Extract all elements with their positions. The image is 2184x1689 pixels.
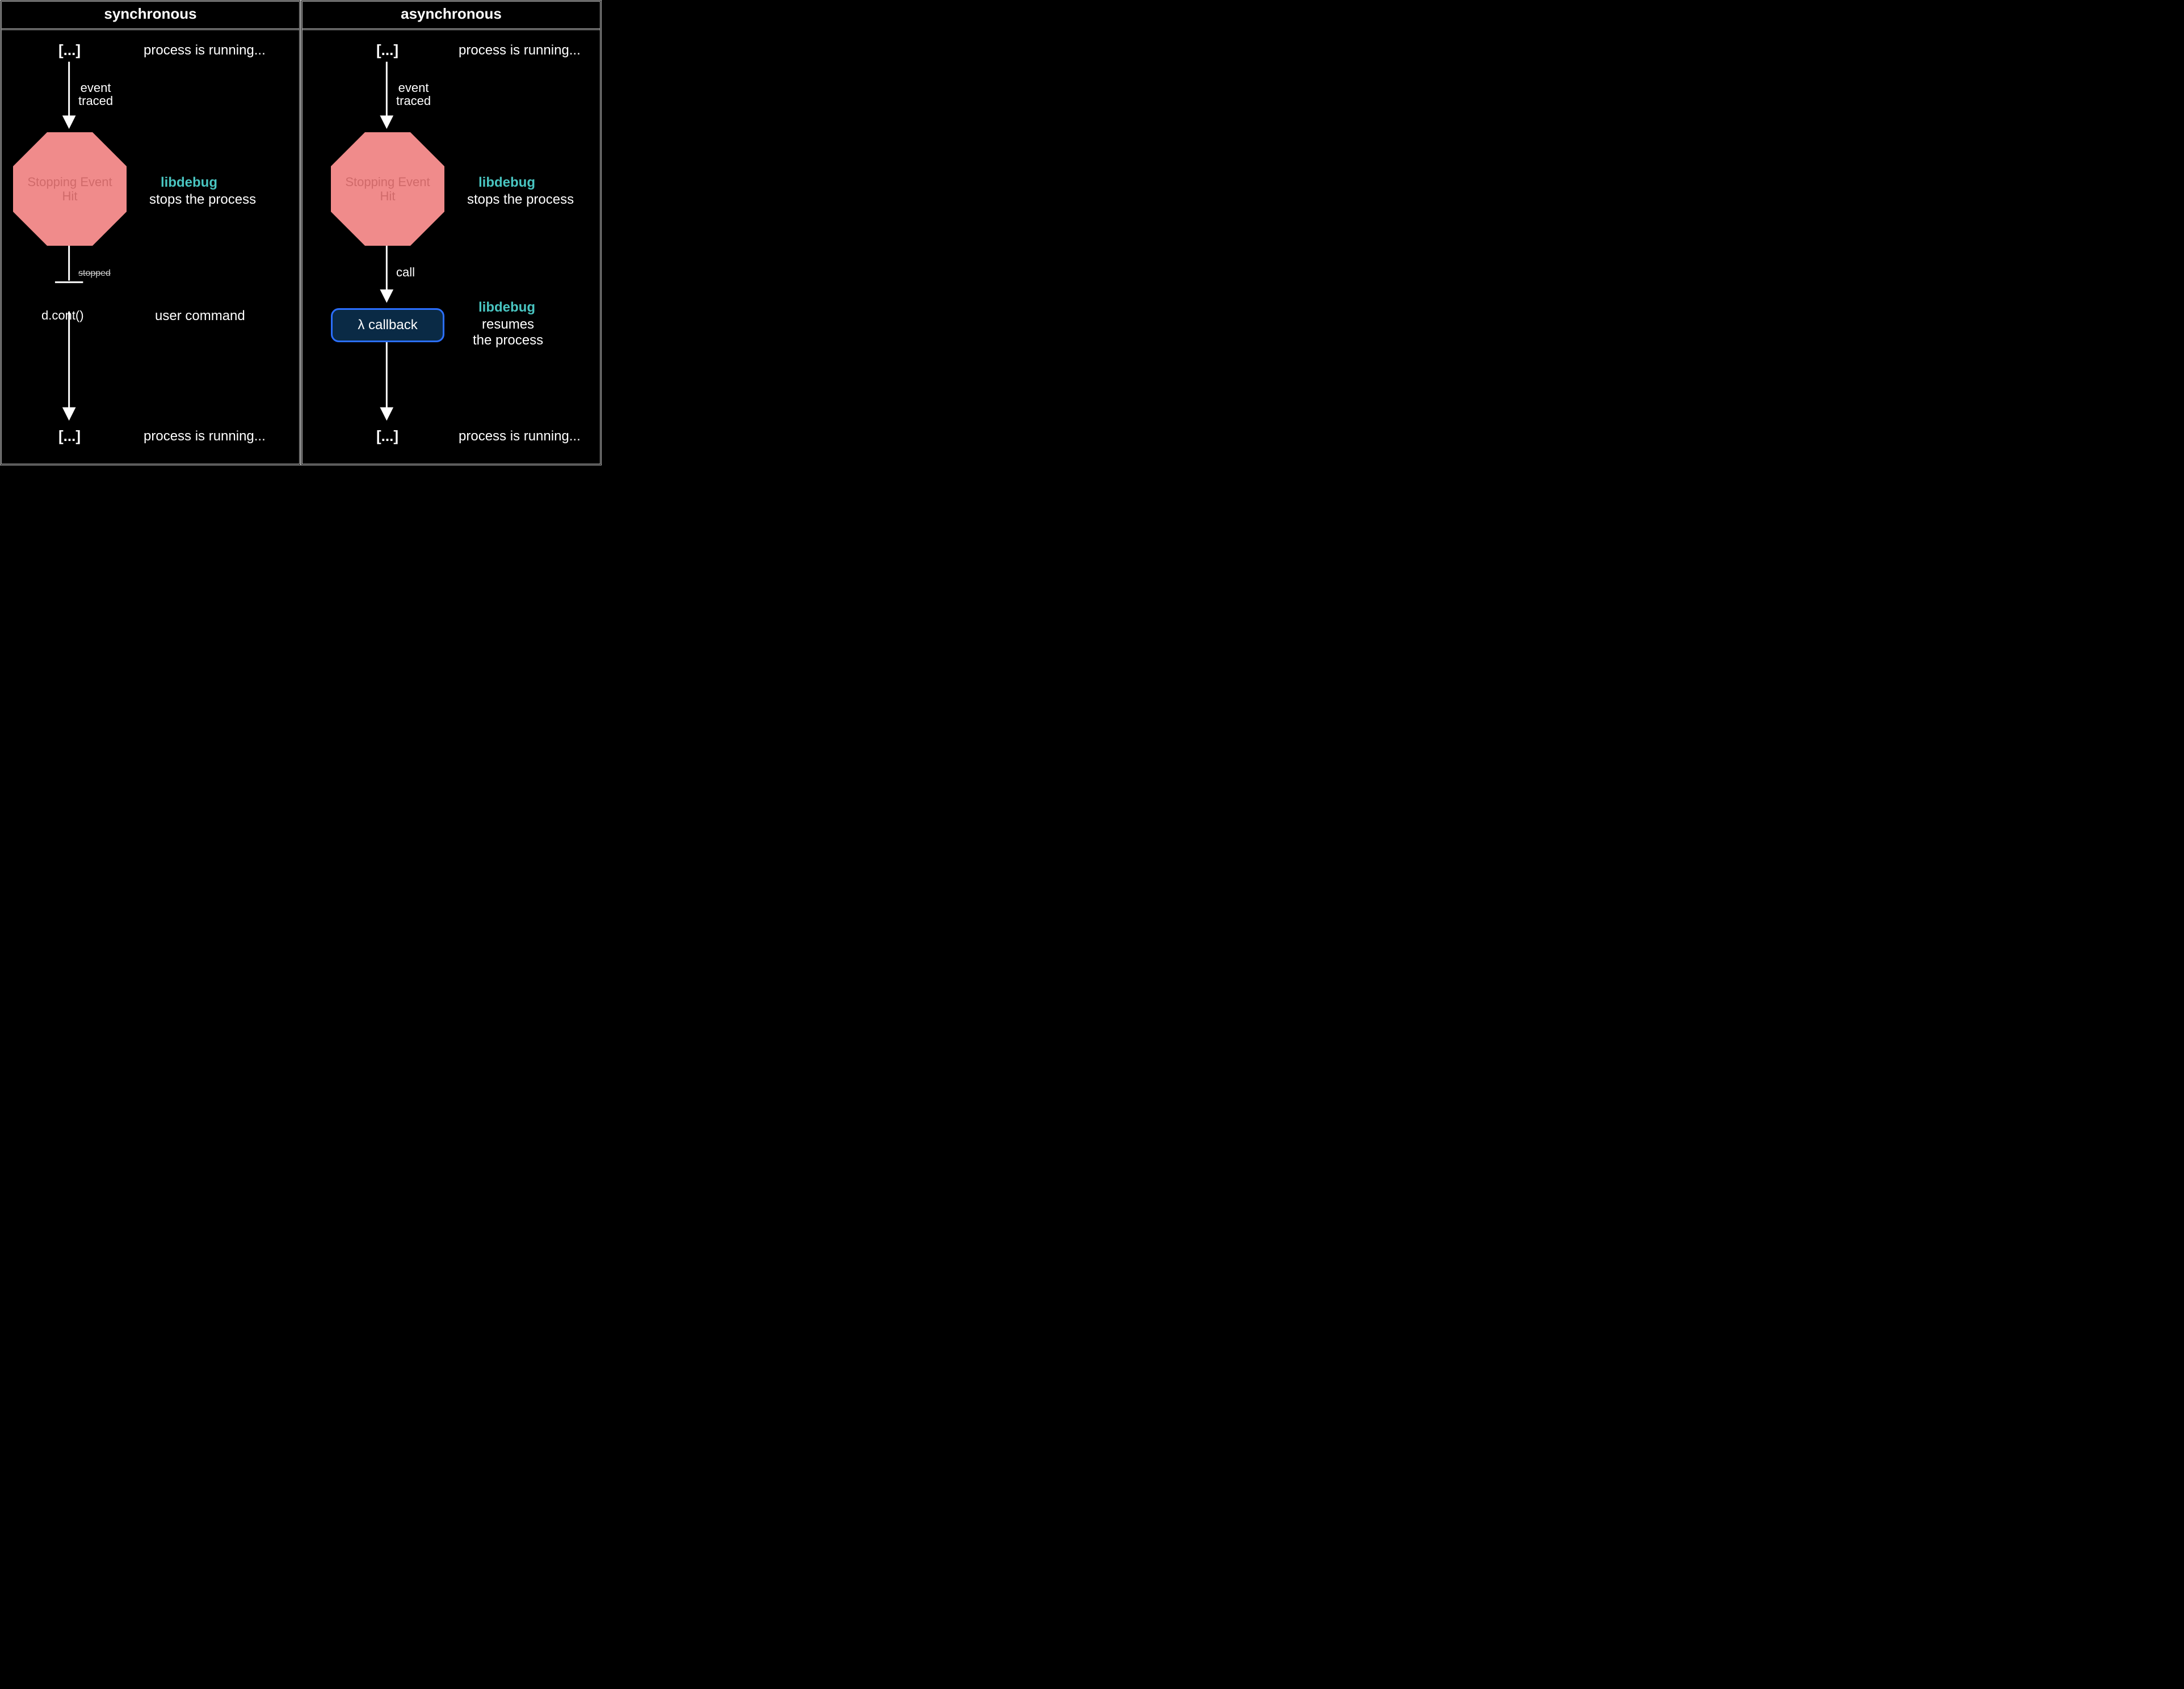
- libdebug-desc: stops the process: [149, 192, 256, 208]
- libdebug2-label: libdebug: [478, 300, 535, 316]
- edge1-label-l1-r: event: [398, 81, 429, 95]
- panel-synchronous: synchronous [...] process is running...: [0, 0, 301, 465]
- panel-asynchronous-title: asynchronous: [303, 2, 600, 30]
- callback-label: λ callback: [358, 317, 417, 333]
- top-running-r: process is running...: [459, 43, 581, 58]
- octagon-label-l1: Stopping Event: [27, 175, 112, 189]
- top-ellipsis: [...]: [58, 41, 81, 59]
- callback-box: λ callback: [331, 308, 444, 342]
- stop-octagon-r: Stopping Event Hit: [331, 132, 444, 246]
- flow-lines-left: [2, 30, 299, 464]
- edge1-label-l2-r: traced: [396, 94, 431, 108]
- edge2-label: call: [396, 266, 415, 279]
- libdebug2-desc-l1: resumes: [482, 317, 534, 332]
- flow-lines-right: [303, 30, 600, 464]
- top-ellipsis-r: [...]: [376, 41, 398, 59]
- stop-octagon: Stopping Event Hit: [13, 132, 127, 246]
- diagram-container: synchronous [...] process is running...: [0, 0, 602, 465]
- edge1-label-l2: traced: [78, 94, 113, 108]
- libdebug-label: libdebug: [161, 175, 217, 191]
- panel-asynchronous-body: [...] process is running... event traced…: [303, 30, 600, 464]
- panel-asynchronous: asynchronous [...] process is running...…: [301, 0, 602, 465]
- bottom-ellipsis: [...]: [58, 427, 81, 445]
- stopped-label: stopped: [78, 268, 111, 279]
- user-command: user command: [155, 308, 245, 324]
- libdebug-label-r: libdebug: [478, 175, 535, 191]
- top-running: process is running...: [144, 43, 266, 58]
- edge1-label-l1: event: [81, 81, 111, 95]
- octagon-label-l2-r: Hit: [380, 189, 396, 203]
- bottom-running-r: process is running...: [459, 428, 581, 444]
- bottom-running: process is running...: [144, 428, 266, 444]
- panel-synchronous-title: synchronous: [2, 2, 299, 30]
- dcont-label: d.cont(): [41, 308, 84, 323]
- bottom-ellipsis-r: [...]: [376, 427, 398, 445]
- libdebug-desc-r: stops the process: [467, 192, 574, 208]
- panel-synchronous-body: [...] process is running... event traced…: [2, 30, 299, 464]
- libdebug2-desc-l2: the process: [473, 333, 543, 348]
- octagon-label-l1-r: Stopping Event: [345, 175, 430, 189]
- octagon-label-l2: Hit: [62, 189, 78, 203]
